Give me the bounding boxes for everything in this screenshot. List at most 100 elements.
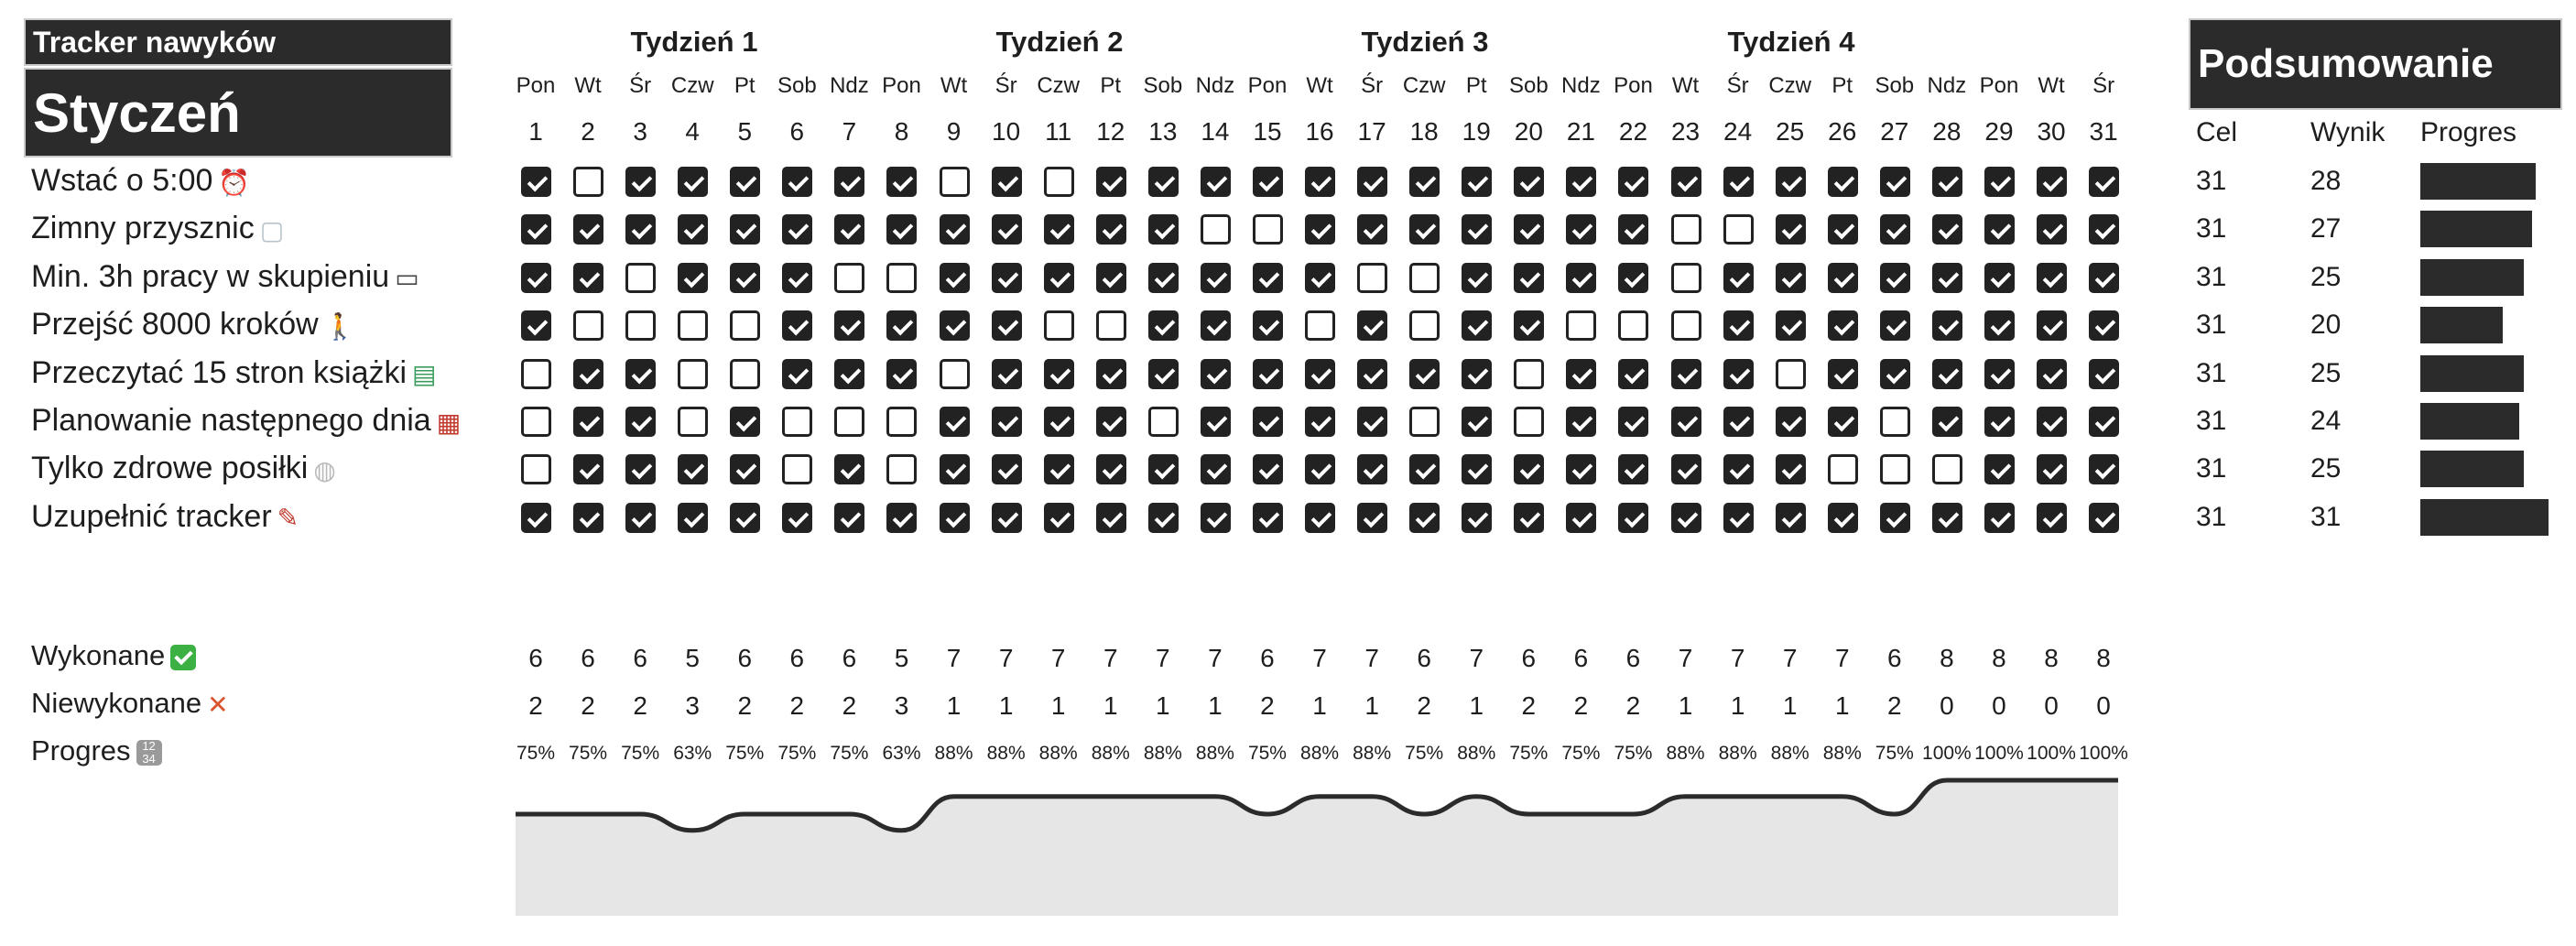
habit-checkbox[interactable]	[782, 407, 813, 437]
habit-checkbox[interactable]	[730, 214, 761, 245]
habit-checkbox[interactable]	[1095, 502, 1126, 533]
habit-checkbox[interactable]	[2089, 502, 2120, 533]
habit-checkbox[interactable]	[1305, 310, 1336, 342]
habit-checkbox[interactable]	[1357, 310, 1388, 342]
habit-checkbox[interactable]	[939, 502, 970, 533]
habit-checkbox[interactable]	[1984, 502, 2015, 533]
habit-checkbox[interactable]	[2089, 214, 2120, 245]
habit-checkbox[interactable]	[678, 407, 709, 437]
habit-checkbox[interactable]	[1670, 262, 1701, 293]
habit-checkbox[interactable]	[678, 502, 709, 533]
habit-checkbox[interactable]	[1670, 502, 1701, 533]
habit-checkbox[interactable]	[1984, 454, 2015, 485]
habit-checkbox[interactable]	[521, 167, 551, 197]
habit-checkbox[interactable]	[1147, 310, 1179, 342]
habit-checkbox[interactable]	[1409, 262, 1440, 293]
habit-checkbox[interactable]	[1723, 502, 1754, 533]
habit-checkbox[interactable]	[1095, 454, 1126, 485]
habit-checkbox[interactable]	[939, 358, 970, 389]
habit-checkbox[interactable]	[1827, 310, 1858, 342]
habit-checkbox[interactable]	[1775, 454, 1806, 485]
habit-checkbox[interactable]	[991, 502, 1022, 533]
habit-checkbox[interactable]	[991, 310, 1022, 342]
habit-checkbox[interactable]	[730, 262, 761, 293]
habit-checkbox[interactable]	[625, 167, 657, 197]
habit-checkbox[interactable]	[1775, 358, 1806, 389]
habit-checkbox[interactable]	[1670, 310, 1701, 342]
habit-checkbox[interactable]	[1827, 358, 1858, 389]
habit-checkbox[interactable]	[1252, 262, 1283, 293]
habit-checkbox[interactable]	[521, 454, 551, 485]
habit-checkbox[interactable]	[782, 502, 813, 533]
habit-checkbox[interactable]	[782, 262, 813, 293]
habit-checkbox[interactable]	[1931, 502, 1962, 533]
habit-checkbox[interactable]	[1147, 214, 1179, 245]
habit-checkbox[interactable]	[1931, 214, 1962, 245]
habit-checkbox[interactable]	[521, 262, 551, 293]
habit-checkbox[interactable]	[1200, 454, 1231, 485]
habit-checkbox[interactable]	[573, 407, 604, 437]
habit-checkbox[interactable]	[730, 502, 761, 533]
habit-checkbox[interactable]	[1514, 214, 1545, 245]
habit-checkbox[interactable]	[1305, 214, 1336, 245]
habit-checkbox[interactable]	[1252, 454, 1283, 485]
habit-checkbox[interactable]	[991, 407, 1022, 437]
habit-checkbox[interactable]	[1043, 502, 1074, 533]
habit-checkbox[interactable]	[1618, 358, 1649, 389]
habit-checkbox[interactable]	[782, 167, 813, 197]
habit-checkbox[interactable]	[1043, 214, 1074, 245]
habit-checkbox[interactable]	[1252, 502, 1283, 533]
habit-checkbox[interactable]	[1200, 310, 1231, 342]
habit-checkbox[interactable]	[1566, 358, 1597, 389]
habit-checkbox[interactable]	[2089, 454, 2120, 485]
habit-checkbox[interactable]	[1879, 454, 1910, 485]
habit-checkbox[interactable]	[1514, 502, 1545, 533]
habit-checkbox[interactable]	[1566, 502, 1597, 533]
habit-checkbox[interactable]	[991, 358, 1022, 389]
habit-checkbox[interactable]	[991, 454, 1022, 485]
habit-checkbox[interactable]	[1879, 358, 1910, 389]
habit-checkbox[interactable]	[1931, 407, 1962, 437]
habit-checkbox[interactable]	[1618, 407, 1649, 437]
habit-checkbox[interactable]	[991, 262, 1022, 293]
habit-checkbox[interactable]	[1043, 262, 1074, 293]
habit-checkbox[interactable]	[2089, 167, 2120, 197]
habit-checkbox[interactable]	[1147, 407, 1179, 437]
habit-checkbox[interactable]	[1931, 454, 1962, 485]
habit-checkbox[interactable]	[678, 358, 709, 389]
habit-checkbox[interactable]	[678, 262, 709, 293]
habit-checkbox[interactable]	[1618, 310, 1649, 342]
habit-checkbox[interactable]	[521, 502, 551, 533]
habit-checkbox[interactable]	[1931, 262, 1962, 293]
habit-checkbox[interactable]	[1723, 310, 1754, 342]
habit-checkbox[interactable]	[1514, 358, 1545, 389]
habit-checkbox[interactable]	[1147, 167, 1179, 197]
habit-checkbox[interactable]	[939, 310, 970, 342]
habit-checkbox[interactable]	[625, 454, 657, 485]
habit-checkbox[interactable]	[1984, 167, 2015, 197]
habit-checkbox[interactable]	[1305, 502, 1336, 533]
habit-checkbox[interactable]	[991, 214, 1022, 245]
habit-checkbox[interactable]	[521, 214, 551, 245]
habit-checkbox[interactable]	[886, 262, 918, 293]
habit-checkbox[interactable]	[573, 214, 604, 245]
habit-checkbox[interactable]	[1931, 167, 1962, 197]
habit-checkbox[interactable]	[1723, 262, 1754, 293]
habit-checkbox[interactable]	[1095, 407, 1126, 437]
habit-checkbox[interactable]	[2089, 407, 2120, 437]
habit-checkbox[interactable]	[1095, 310, 1126, 342]
habit-checkbox[interactable]	[1200, 358, 1231, 389]
habit-checkbox[interactable]	[1357, 358, 1388, 389]
habit-checkbox[interactable]	[2037, 454, 2068, 485]
habit-checkbox[interactable]	[1566, 407, 1597, 437]
habit-checkbox[interactable]	[782, 214, 813, 245]
habit-checkbox[interactable]	[834, 502, 865, 533]
habit-checkbox[interactable]	[1357, 407, 1388, 437]
habit-checkbox[interactable]	[1879, 214, 1910, 245]
habit-checkbox[interactable]	[2037, 262, 2068, 293]
habit-checkbox[interactable]	[1775, 214, 1806, 245]
habit-checkbox[interactable]	[1095, 167, 1126, 197]
habit-checkbox[interactable]	[1462, 167, 1493, 197]
habit-checkbox[interactable]	[1723, 214, 1754, 245]
habit-checkbox[interactable]	[1618, 502, 1649, 533]
